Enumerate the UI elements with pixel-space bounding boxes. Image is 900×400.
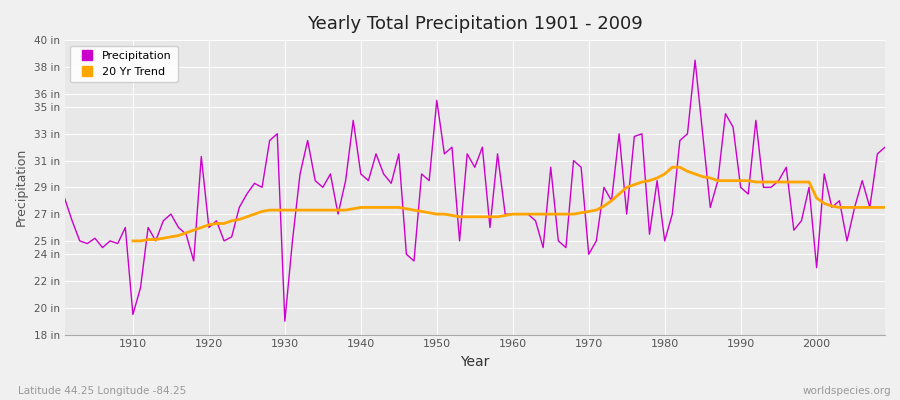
Title: Yearly Total Precipitation 1901 - 2009: Yearly Total Precipitation 1901 - 2009 bbox=[307, 15, 643, 33]
Text: Latitude 44.25 Longitude -84.25: Latitude 44.25 Longitude -84.25 bbox=[18, 386, 186, 396]
Legend: Precipitation, 20 Yr Trend: Precipitation, 20 Yr Trend bbox=[70, 46, 177, 82]
X-axis label: Year: Year bbox=[460, 355, 490, 369]
Text: worldspecies.org: worldspecies.org bbox=[803, 386, 891, 396]
Y-axis label: Precipitation: Precipitation bbox=[15, 148, 28, 226]
